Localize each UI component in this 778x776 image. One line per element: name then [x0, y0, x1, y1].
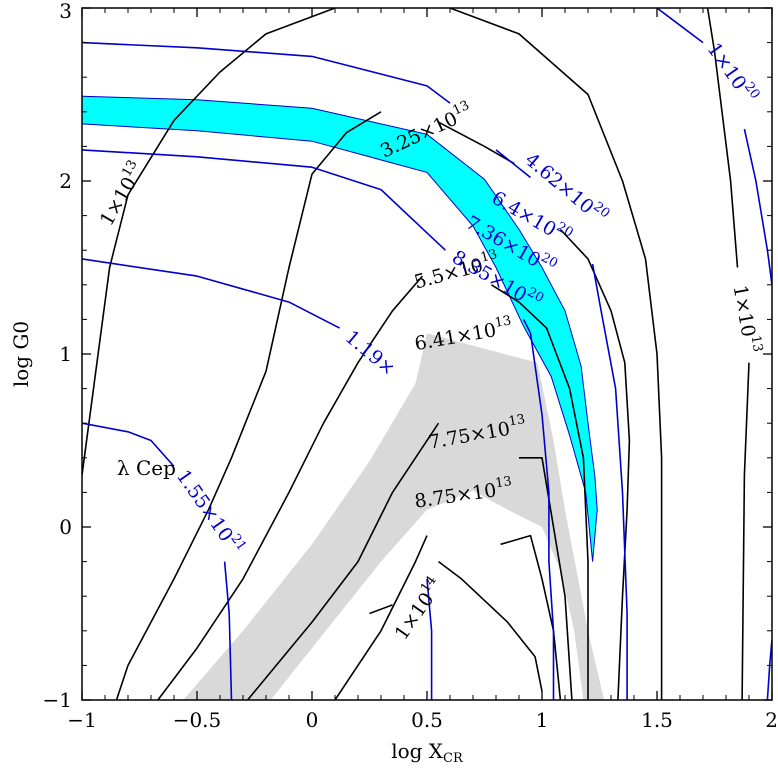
y-tick-label: −1 — [43, 688, 72, 712]
blue-contour-25 — [743, 128, 772, 285]
contour-label-exponent: 13 — [507, 411, 526, 429]
contour-label-exponent: 13 — [748, 334, 766, 353]
x-axis-title-sub: CR — [443, 751, 464, 766]
blue-contour-15 — [82, 41, 451, 104]
black-contour-4 — [559, 228, 631, 700]
blue-contour-23 — [426, 578, 433, 700]
contour-label-13: 1.55×1021 — [172, 464, 250, 560]
contour-label-7: 1×1013 — [729, 283, 766, 355]
black-contour-13 — [706, 8, 739, 268]
contour-label-exponent: 13 — [479, 246, 499, 265]
x-tick-label: −1 — [67, 708, 96, 732]
contour-label-value: 1×10 — [96, 173, 141, 229]
blue-contour-19 — [82, 258, 340, 329]
black-contour-8 — [519, 456, 573, 700]
x-tick-label: 0 — [306, 708, 319, 732]
contour-lines — [82, 8, 772, 700]
y-axis-title: log G0 — [9, 321, 33, 387]
blue-contour-20 — [522, 319, 555, 700]
black-contour-2 — [115, 111, 382, 700]
shaded-bands — [82, 95, 605, 700]
x-tick-label: 0.5 — [411, 708, 443, 732]
blue-contour-21 — [82, 422, 175, 467]
contour-label-value: 1.55×10 — [172, 466, 237, 546]
lambda-cep-annotation: λ Cep — [117, 456, 176, 480]
black-contour-14 — [741, 362, 750, 700]
cyan-band-0 — [82, 95, 598, 562]
black-contour-10 — [500, 534, 562, 700]
x-tick-label: 1 — [536, 708, 549, 732]
x-tick-label: 1.5 — [641, 708, 673, 732]
black-contour-1 — [449, 8, 663, 700]
contour-label-exponent: 13 — [119, 157, 140, 179]
blue-contour-24 — [656, 8, 704, 44]
contour-label-exponent: 20 — [525, 284, 547, 305]
black-contour-7 — [246, 422, 440, 700]
blue-contour-18 — [82, 149, 446, 251]
x-tick-label: 2 — [765, 708, 778, 732]
black-contour-3 — [438, 121, 515, 165]
axis-ticks: −1 −0.5 0 0.5 1 1.5 2 −1 0 1 2 3 — [43, 0, 778, 732]
contour-label-exponent: 13 — [450, 98, 471, 119]
contour-label-exponent: 13 — [494, 313, 513, 331]
contour-label-value: 1.19× — [341, 326, 400, 380]
black-contour-6 — [490, 284, 589, 700]
black-contour-11 — [369, 604, 393, 615]
black-contour-0 — [82, 8, 336, 476]
x-axis-title-main: log X — [391, 739, 444, 763]
y-tick-label: 1 — [59, 342, 72, 366]
contour-label-value: 1×10 — [729, 283, 760, 338]
black-contour-5 — [157, 275, 424, 700]
contour-label-exponent: 20 — [539, 250, 561, 271]
y-tick-label: 3 — [59, 0, 72, 23]
x-tick-label: −0.5 — [173, 708, 222, 732]
black-contour-12 — [438, 560, 543, 692]
contour-label-12: 1.19× — [341, 326, 400, 380]
contour-label-1: 1×1013 — [93, 157, 149, 229]
blue-contour-22 — [223, 561, 233, 700]
contour-label-exponent: 13 — [494, 474, 512, 491]
y-tick-label: 2 — [59, 169, 72, 193]
y-tick-label: 0 — [59, 515, 72, 539]
blue-contour-17 — [591, 263, 628, 700]
gray-band-1 — [183, 333, 605, 700]
contour-label-exponent: 20 — [554, 219, 576, 240]
black-contour-9 — [334, 535, 428, 700]
x-axis-title: log XCR — [391, 739, 464, 766]
blue-contour-16 — [495, 149, 531, 179]
contour-label-6: 1×1014 — [388, 573, 448, 644]
contour-label-14: 1×1020 — [703, 37, 763, 108]
